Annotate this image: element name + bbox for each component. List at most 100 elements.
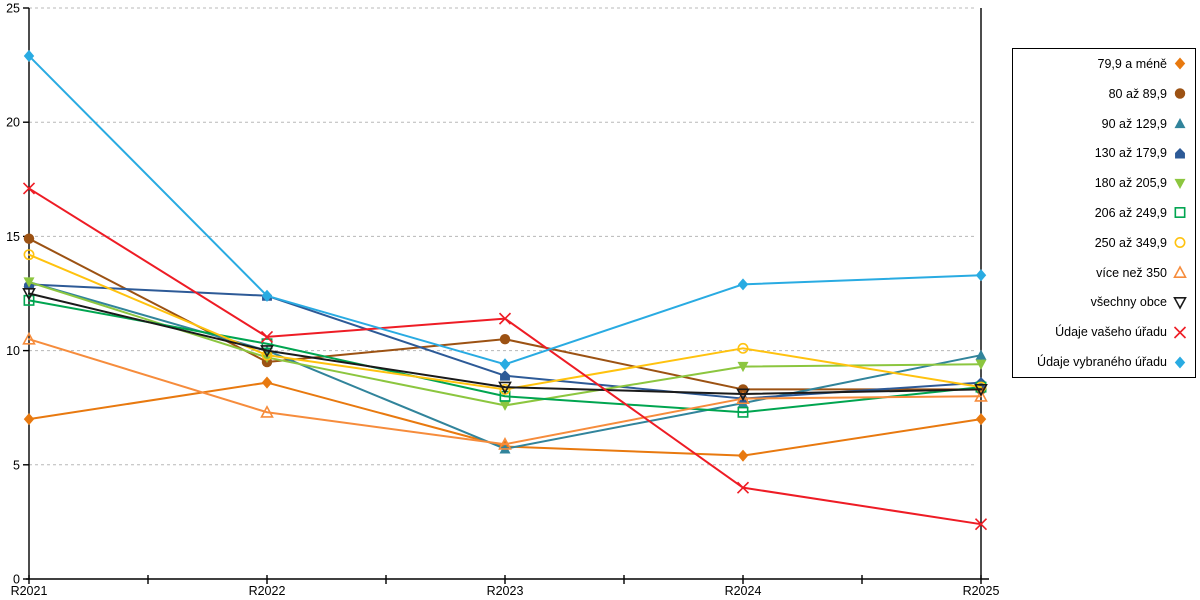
- diamond-filled-icon: [499, 358, 511, 371]
- x-cross-icon: [260, 330, 274, 343]
- legend-marker: [1173, 265, 1187, 279]
- legend-label: všechny obce: [1090, 295, 1167, 310]
- series-8: [22, 288, 988, 402]
- x-cross-icon: [22, 182, 36, 195]
- legend-marker: [1174, 207, 1186, 219]
- legend-marker: [1173, 326, 1187, 339]
- diamond-filled-icon: [1174, 57, 1186, 70]
- legend-item: 180 až 205,9: [1013, 169, 1195, 198]
- legend-label: 206 až 249,9: [1094, 205, 1167, 220]
- triangle-down-filled-icon: [23, 277, 35, 288]
- legend-label: 80 až 89,9: [1108, 86, 1167, 101]
- triangle-down-open-icon: [498, 381, 512, 395]
- y-tick-label: 0: [13, 573, 20, 587]
- y-tick-label: 15: [6, 230, 20, 244]
- diamond-filled-icon: [975, 269, 987, 282]
- series-line: [28, 338, 982, 446]
- x-cross-icon: [498, 312, 512, 325]
- triangle-down-open-icon: [22, 288, 36, 301]
- triangle-down-filled-icon: [1174, 178, 1186, 189]
- legend-marker: [1175, 147, 1185, 159]
- legend-item: Údaje vašeho úřadu: [1013, 318, 1195, 347]
- legend-item: více než 350: [1013, 258, 1195, 287]
- triangle-up-open-icon: [498, 437, 512, 450]
- x-tick-label: R2021: [11, 584, 48, 598]
- series-line: [28, 292, 982, 395]
- chart-legend: 79,9 a méně 80 až 89,9 90 až 129,9 130 až 1…: [1012, 48, 1196, 378]
- series-line: [28, 299, 982, 414]
- x-cross-icon: [736, 481, 750, 494]
- triangle-down-filled-icon: [737, 361, 749, 373]
- legend-label: 180 až 205,9: [1094, 176, 1167, 191]
- x-cross-icon: [1173, 326, 1187, 339]
- legend-marker: [1174, 118, 1186, 129]
- triangle-up-open-icon: [736, 391, 750, 405]
- legend-item: všechny obce: [1013, 288, 1195, 317]
- circle-open-icon: [23, 249, 35, 261]
- triangle-down-open-icon: [1173, 296, 1187, 310]
- series-line: [28, 253, 982, 391]
- legend-marker: [1174, 355, 1186, 369]
- diamond-filled-icon: [23, 413, 35, 426]
- triangle-down-filled-icon: [975, 359, 987, 370]
- pentagon-filled-icon: [500, 370, 510, 381]
- triangle-up-open-icon: [1173, 265, 1187, 279]
- legend-label: Údaje vašeho úřadu: [1055, 325, 1167, 340]
- circle-open-icon: [737, 342, 749, 354]
- legend-label: 130 až 179,9: [1094, 146, 1167, 161]
- legend-label: 79,9 a méně: [1097, 56, 1168, 71]
- legend-item: 80 až 89,9: [1013, 79, 1195, 108]
- diamond-filled-icon: [737, 278, 749, 291]
- legend-marker: [1174, 237, 1186, 249]
- square-open-icon: [261, 338, 273, 350]
- triangle-up-open-icon: [22, 331, 36, 345]
- triangle-down-open-icon: [260, 345, 274, 358]
- legend-marker: [1174, 88, 1186, 99]
- legend-item: 130 až 179,9: [1013, 139, 1195, 168]
- legend-item: 250 až 349,9: [1013, 228, 1195, 257]
- legend-item: 79,9 a méně: [1013, 49, 1195, 78]
- diamond-filled-icon: [261, 376, 273, 389]
- series-9: [22, 182, 988, 531]
- legend-marker: [1174, 178, 1186, 189]
- triangle-up-open-icon: [260, 405, 274, 418]
- triangle-down-open-icon: [974, 383, 988, 397]
- diamond-filled-icon: [23, 49, 35, 63]
- legend-label: 250 až 349,9: [1094, 235, 1167, 250]
- circle-filled-icon: [23, 233, 35, 244]
- legend-item: Údaje vybraného úřadu: [1013, 348, 1195, 377]
- triangle-up-filled-icon: [975, 349, 987, 360]
- legend-marker: [1174, 57, 1186, 70]
- diamond-filled-icon: [975, 413, 987, 426]
- circle-open-icon: [1174, 237, 1186, 249]
- y-tick-label: 25: [6, 2, 20, 16]
- triangle-up-filled-icon: [1174, 118, 1186, 129]
- y-tick-label: 10: [6, 344, 20, 358]
- legend-label: 90 až 129,9: [1101, 116, 1167, 131]
- diamond-filled-icon: [1174, 355, 1186, 369]
- square-open-icon: [1174, 207, 1186, 219]
- legend-label: více než 350: [1096, 265, 1167, 280]
- diamond-filled-icon: [737, 449, 749, 462]
- legend-label: Údaje vybraného úřadu: [1037, 355, 1167, 370]
- series-line: [28, 187, 982, 526]
- legend-item: 90 až 129,9: [1013, 109, 1195, 138]
- legend-item: 206 až 249,9: [1013, 198, 1195, 227]
- diamond-filled-icon: [261, 289, 273, 302]
- y-tick-label: 20: [6, 116, 20, 130]
- triangle-up-open-icon: [974, 389, 988, 402]
- square-open-icon: [23, 294, 35, 306]
- circle-filled-icon: [1174, 88, 1186, 99]
- pentagon-filled-icon: [1175, 147, 1185, 159]
- triangle-down-filled-icon: [499, 400, 511, 411]
- series-10: [23, 49, 987, 371]
- x-tick-label: R2025: [963, 584, 1000, 598]
- x-tick-label: R2023: [487, 584, 524, 598]
- y-tick-label: 5: [13, 458, 20, 472]
- square-open-icon: [737, 406, 749, 418]
- circle-filled-icon: [499, 333, 511, 345]
- series-7: [22, 331, 988, 450]
- x-tick-label: R2024: [725, 584, 762, 598]
